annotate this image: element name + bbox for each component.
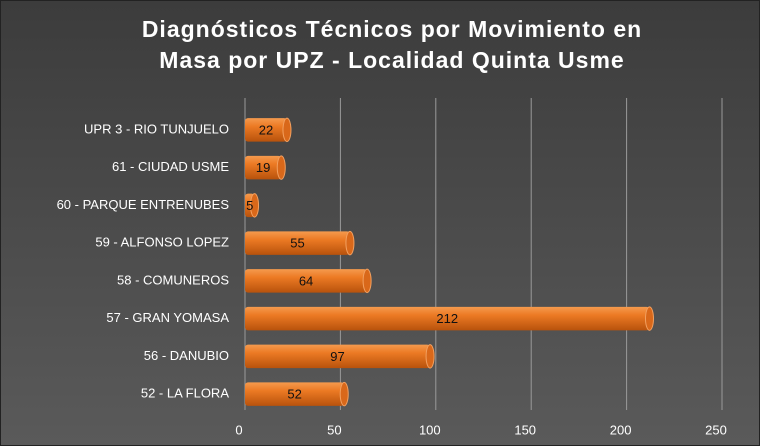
bar-cap [250, 193, 260, 218]
bar-cap [339, 381, 349, 407]
y-tick-label: 61 - CIUDAD USME [112, 159, 229, 174]
bar-cap [425, 344, 435, 369]
bar [245, 344, 431, 369]
bar [245, 231, 350, 255]
bar [245, 155, 282, 180]
data-label: 52 [287, 387, 301, 402]
y-tick-label: 58 - COMUNEROS [117, 272, 229, 287]
x-tick-label: 50 [327, 422, 341, 437]
x-tick-label: 100 [419, 422, 441, 437]
bar-cap [644, 306, 654, 331]
y-tick-label: 56 - DANUBIO [144, 348, 229, 363]
data-label: 97 [330, 349, 344, 364]
y-tick-label: 57 - GRAN YOMASA [106, 310, 229, 325]
x-tick-label: 150 [514, 422, 536, 437]
x-tick-label: 0 [235, 422, 242, 437]
bar-cap [345, 230, 355, 256]
bar-cap [282, 117, 292, 143]
bar-cap [362, 268, 372, 294]
data-label: 22 [259, 122, 273, 137]
bar-cap [276, 155, 286, 180]
x-tick-label: 200 [610, 422, 632, 437]
data-label: 64 [299, 273, 313, 288]
data-label: 19 [256, 160, 270, 175]
bar [245, 269, 368, 293]
bar [245, 118, 287, 142]
y-tick-label: 52 - LA FLORA [141, 386, 229, 401]
y-tick-label: 59 - ALFONSO LOPEZ [95, 235, 229, 250]
y-tick-label: UPR 3 - RIO TUNJUELO [84, 121, 229, 136]
bar [245, 382, 345, 406]
data-label: 5 [246, 198, 253, 213]
y-tick-label: 60 - PARQUE ENTRENUBES [57, 197, 230, 212]
data-label: 55 [290, 236, 304, 251]
x-tick-label: 250 [705, 422, 727, 437]
bar [245, 306, 650, 331]
data-label: 212 [436, 311, 458, 326]
chart-title: Diagnósticos Técnicos por Movimiento en M… [142, 16, 642, 73]
